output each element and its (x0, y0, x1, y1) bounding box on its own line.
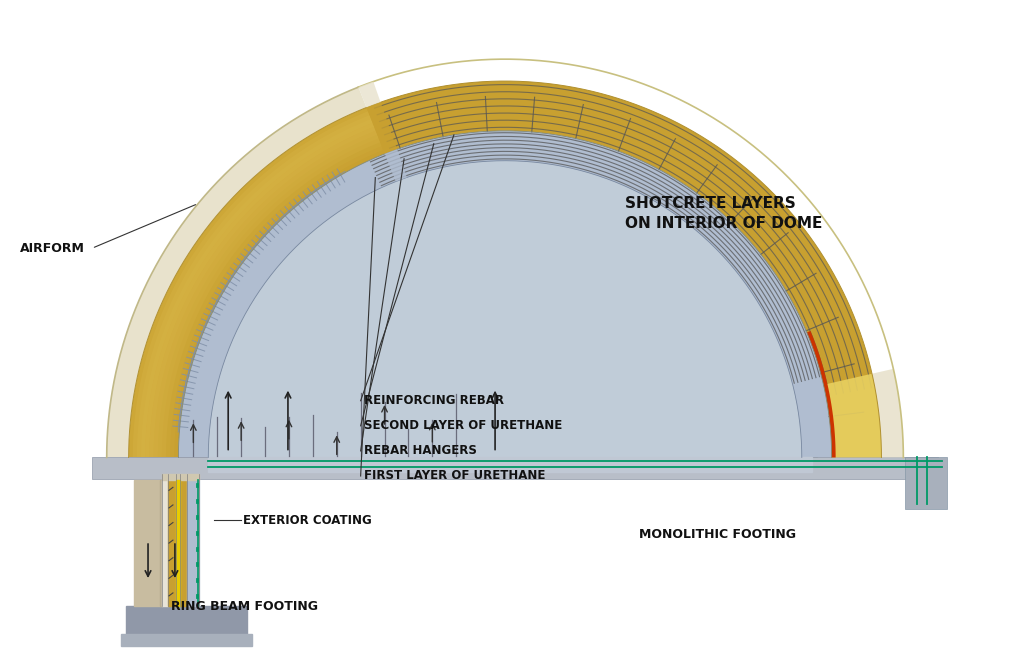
Polygon shape (129, 81, 882, 457)
Polygon shape (823, 374, 882, 457)
Polygon shape (208, 160, 802, 457)
Polygon shape (134, 481, 162, 606)
Text: RING BEAM FOOTING: RING BEAM FOOTING (171, 600, 318, 613)
Polygon shape (92, 457, 938, 479)
Polygon shape (872, 369, 903, 457)
Polygon shape (176, 481, 180, 606)
Text: FIRST LAYER OF URETHANE: FIRST LAYER OF URETHANE (364, 469, 545, 483)
Polygon shape (178, 131, 831, 457)
Polygon shape (145, 123, 379, 457)
Polygon shape (2, 512, 1022, 662)
Polygon shape (367, 102, 397, 154)
Polygon shape (162, 481, 168, 606)
Text: AIRFORM: AIRFORM (20, 242, 85, 255)
Polygon shape (905, 457, 947, 509)
Polygon shape (154, 131, 382, 457)
Polygon shape (141, 119, 377, 457)
Polygon shape (133, 111, 374, 457)
Text: REINFORCING REBAR: REINFORCING REBAR (364, 394, 504, 407)
Text: SECOND LAYER OF URETHANE: SECOND LAYER OF URETHANE (364, 419, 562, 432)
Polygon shape (126, 606, 247, 634)
Text: MONOLITHIC FOOTING: MONOLITHIC FOOTING (639, 528, 797, 540)
Text: EXTERIOR COATING: EXTERIOR COATING (243, 514, 372, 526)
Text: REBAR HANGERS: REBAR HANGERS (364, 444, 476, 457)
Text: SHOTCRETE LAYERS
ON INTERIOR OF DOME: SHOTCRETE LAYERS ON INTERIOR OF DOME (625, 196, 822, 231)
Polygon shape (187, 481, 200, 606)
Polygon shape (385, 149, 407, 182)
Polygon shape (358, 82, 381, 107)
Polygon shape (158, 135, 383, 457)
Polygon shape (807, 331, 836, 457)
Polygon shape (168, 481, 176, 606)
Polygon shape (180, 481, 187, 606)
Polygon shape (129, 107, 373, 457)
Polygon shape (385, 131, 831, 457)
Polygon shape (150, 127, 380, 457)
Polygon shape (208, 457, 812, 473)
Polygon shape (121, 634, 252, 646)
Polygon shape (160, 481, 162, 606)
Polygon shape (137, 115, 376, 457)
Polygon shape (162, 475, 200, 481)
Polygon shape (106, 87, 367, 457)
